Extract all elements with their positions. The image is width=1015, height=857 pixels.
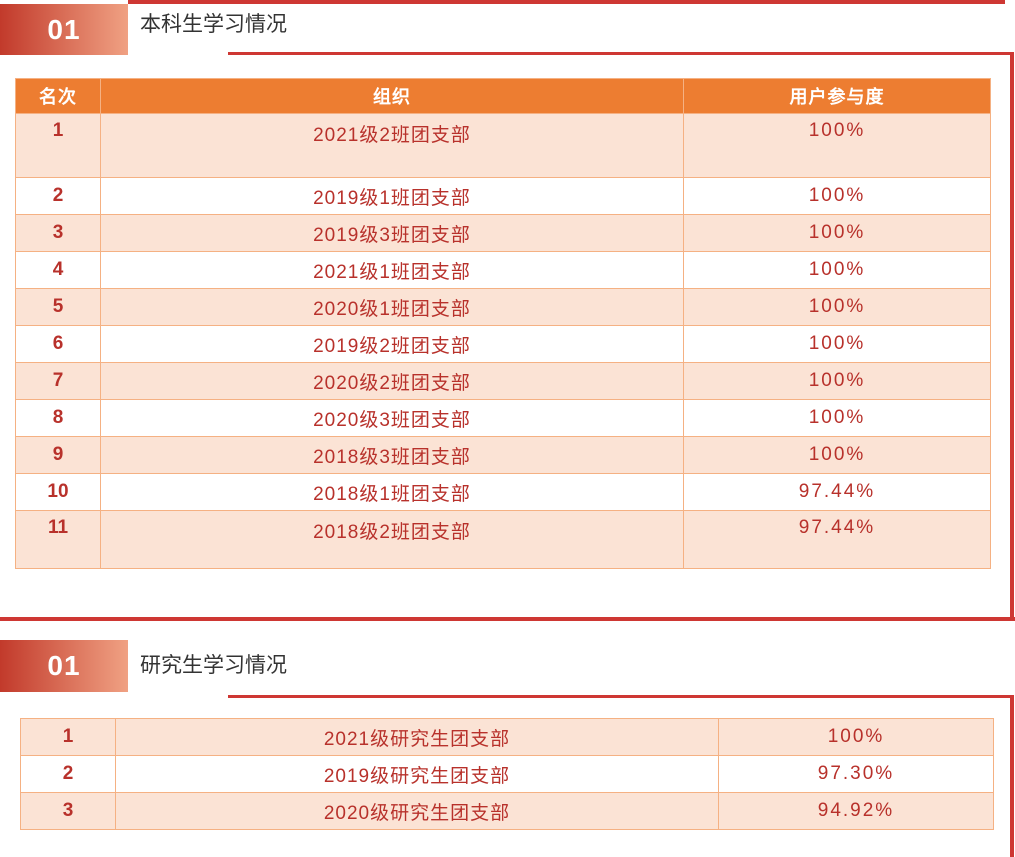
- participation-cell: 94.92%: [718, 792, 994, 830]
- organization-cell: 2018级1班团支部: [100, 473, 684, 511]
- rank-cell: 4: [15, 251, 101, 289]
- table-row: 5 2020级1班团支部 100%: [15, 288, 991, 326]
- rank-cell: 7: [15, 362, 101, 400]
- rank-cell: 11: [15, 510, 101, 569]
- rank-cell: 2: [20, 755, 116, 793]
- table-row: 10 2018级1班团支部 97.44%: [15, 473, 991, 511]
- table-row: 2 2019级1班团支部 100%: [15, 177, 991, 215]
- table-row: 8 2020级3班团支部 100%: [15, 399, 991, 437]
- section-number-badge: 01: [0, 640, 128, 692]
- section-right-border: [1010, 52, 1014, 621]
- organization-cell: 2020级1班团支部: [100, 288, 684, 326]
- table-row: 2 2019级研究生团支部 97.30%: [20, 755, 994, 793]
- rank-cell: 2: [15, 177, 101, 215]
- organization-cell: 2018级3班团支部: [100, 436, 684, 474]
- table-row: 1 2021级研究生团支部 100%: [20, 718, 994, 756]
- participation-cell: 97.44%: [683, 473, 991, 511]
- section-title-graduate: 研究生学习情况: [140, 654, 287, 677]
- undergraduate-table: 名次 组织 用户参与度 1 2021级2班团支部 100% 2 2019级1班团…: [15, 78, 991, 569]
- rank-cell: 9: [15, 436, 101, 474]
- organization-cell: 2019级2班团支部: [100, 325, 684, 363]
- participation-cell: 100%: [683, 325, 991, 363]
- section-divider-line: [0, 617, 1015, 621]
- rank-cell: 6: [15, 325, 101, 363]
- section-number-badge: 01: [0, 4, 128, 55]
- section-title-undergraduate: 本科生学习情况: [140, 13, 287, 36]
- participation-cell: 97.44%: [683, 510, 991, 569]
- participation-cell: 100%: [683, 177, 991, 215]
- table-row: 6 2019级2班团支部 100%: [15, 325, 991, 363]
- section-number: 01: [47, 13, 81, 45]
- organization-cell: 2019级1班团支部: [100, 177, 684, 215]
- table-row: 9 2018级3班团支部 100%: [15, 436, 991, 474]
- rank-cell: 1: [20, 718, 116, 756]
- participation-cell: 97.30%: [718, 755, 994, 793]
- organization-cell: 2020级研究生团支部: [115, 792, 719, 830]
- rank-cell: 3: [15, 214, 101, 252]
- rank-cell: 5: [15, 288, 101, 326]
- participation-cell: 100%: [683, 288, 991, 326]
- participation-cell: 100%: [718, 718, 994, 756]
- section-right-border: [1010, 695, 1014, 857]
- organization-cell: 2021级研究生团支部: [115, 718, 719, 756]
- table-row: 3 2019级3班团支部 100%: [15, 214, 991, 252]
- participation-cell: 100%: [683, 362, 991, 400]
- organization-cell: 2020级3班团支部: [100, 399, 684, 437]
- participation-cell: 100%: [683, 436, 991, 474]
- rank-cell: 3: [20, 792, 116, 830]
- organization-cell: 2018级2班团支部: [100, 510, 684, 569]
- participation-cell: 100%: [683, 214, 991, 252]
- header-organization: 组织: [100, 78, 684, 114]
- organization-cell: 2019级研究生团支部: [115, 755, 719, 793]
- organization-cell: 2021级1班团支部: [100, 251, 684, 289]
- organization-cell: 2019级3班团支部: [100, 214, 684, 252]
- title-underline: [228, 52, 1014, 55]
- participation-cell: 100%: [683, 251, 991, 289]
- table-row: 7 2020级2班团支部 100%: [15, 362, 991, 400]
- rank-cell: 8: [15, 399, 101, 437]
- participation-cell: 100%: [683, 399, 991, 437]
- organization-cell: 2021级2班团支部: [100, 113, 684, 178]
- rank-cell: 1: [15, 113, 101, 178]
- organization-cell: 2020级2班团支部: [100, 362, 684, 400]
- section-top-line: [128, 0, 1005, 4]
- table-row: 11 2018级2班团支部 97.44%: [15, 510, 991, 569]
- header-rank: 名次: [15, 78, 101, 114]
- rank-cell: 10: [15, 473, 101, 511]
- title-underline: [228, 695, 1014, 698]
- table-row: 3 2020级研究生团支部 94.92%: [20, 792, 994, 830]
- table-row: 4 2021级1班团支部 100%: [15, 251, 991, 289]
- header-participation: 用户参与度: [683, 78, 991, 114]
- table-header-row: 名次 组织 用户参与度: [15, 78, 991, 114]
- participation-cell: 100%: [683, 113, 991, 178]
- graduate-table: 1 2021级研究生团支部 100% 2 2019级研究生团支部 97.30% …: [20, 718, 994, 830]
- section-number: 01: [47, 650, 81, 681]
- table-row: 1 2021级2班团支部 100%: [15, 113, 991, 178]
